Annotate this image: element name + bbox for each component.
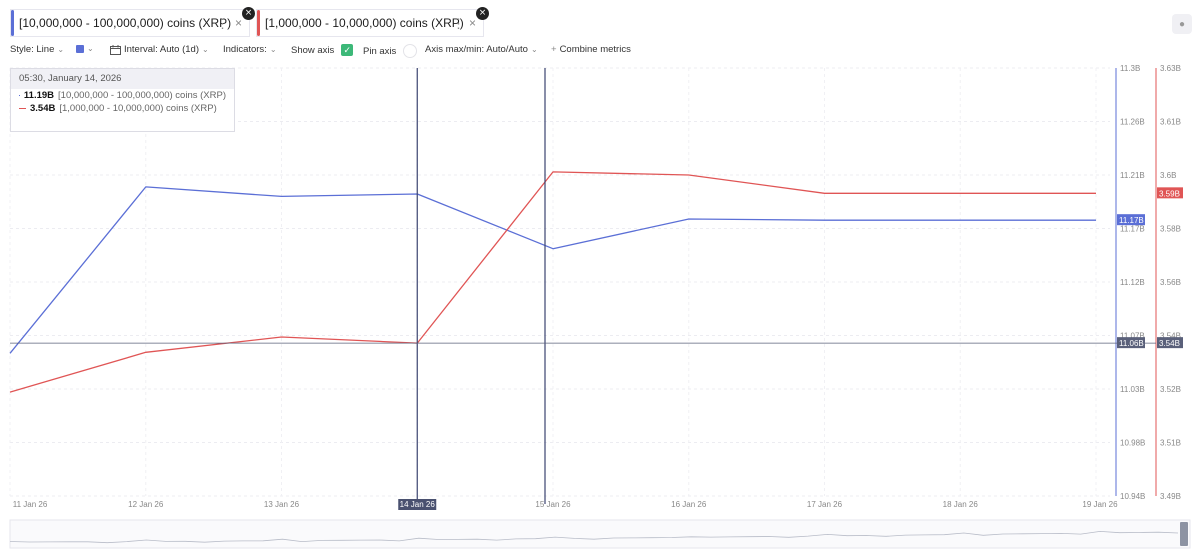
pin-axis-checkbox[interactable] bbox=[403, 44, 418, 58]
metric-label: [1,000,000 - 10,000,000) coins (XRP) bbox=[265, 16, 464, 30]
grid bbox=[9, 67, 1110, 497]
x-tick-label: 15 Jan 26 bbox=[535, 500, 571, 509]
navigator-track bbox=[9, 519, 1191, 549]
x-tick-label-highlighted: 14 Jan 26 bbox=[400, 500, 436, 509]
y-right-tick-label: 3.54B bbox=[1160, 332, 1181, 341]
x-tick-label: 19 Jan 26 bbox=[1082, 500, 1118, 509]
combine-metrics-label: Combine metrics bbox=[559, 44, 631, 55]
y-left-tick-label: 10.98B bbox=[1120, 439, 1145, 448]
chevron-down-icon: ⌄ bbox=[269, 45, 277, 54]
x-tick-label: 18 Jan 26 bbox=[943, 500, 979, 509]
indicators-label: Indicators: bbox=[223, 44, 267, 55]
style-label: Style: Line bbox=[10, 44, 55, 55]
color-dropdown[interactable]: ⌄ bbox=[76, 44, 94, 53]
checkbox-checked-icon[interactable]: ✓ bbox=[341, 44, 354, 56]
x-tick-label: 11 Jan 26 bbox=[13, 500, 48, 509]
x-tick-label: 16 Jan 26 bbox=[671, 500, 707, 509]
last-value-label-right: 3.59B bbox=[1159, 189, 1180, 198]
crosshair bbox=[10, 68, 1156, 504]
close-icon[interactable]: × bbox=[469, 16, 477, 30]
y-right-tick-label: 3.6B bbox=[1160, 171, 1176, 180]
y-left-tick-label: 11.12B bbox=[1120, 278, 1145, 287]
series-swatch bbox=[19, 107, 26, 110]
crosshair-badge-left bbox=[1117, 337, 1145, 349]
x-tick-label: 13 Jan 26 bbox=[264, 500, 300, 509]
axis-range-dropdown[interactable]: Axis max/min: Auto/Auto ⌄ bbox=[425, 44, 538, 55]
axes bbox=[1115, 68, 1157, 496]
tooltip-value: 11.19B bbox=[23, 90, 55, 101]
x-tick-label: 17 Jan 26 bbox=[807, 500, 843, 509]
tooltip-row: 11.19B [10,000,000 - 100,000,000) coins … bbox=[11, 89, 234, 102]
combine-metrics-button[interactable]: + Combine metrics bbox=[551, 44, 631, 55]
y-left-tick-label: 11.26B bbox=[1120, 118, 1145, 127]
tooltip-date: 05:30, January 14, 2026 bbox=[11, 69, 234, 89]
interval-label: Interval: Auto (1d) bbox=[124, 44, 199, 55]
y-left-tick-label: 11.3B bbox=[1120, 64, 1140, 73]
color-swatch bbox=[76, 44, 84, 53]
last-value-badge-right bbox=[1157, 187, 1183, 199]
settings-icon[interactable]: ● bbox=[1172, 14, 1192, 34]
y-right-tick-label: 3.63B bbox=[1160, 64, 1181, 73]
tooltip-series-name: [1,000,000 - 10,000,000) coins (XRP) bbox=[59, 103, 217, 114]
indicators-dropdown[interactable]: Indicators: ⌄ bbox=[223, 44, 277, 55]
x-highlight-badge bbox=[398, 499, 437, 510]
x-axis-labels: 11 Jan 26 12 Jan 26 13 Jan 26 14 Jan 26 15 J… bbox=[13, 499, 1118, 510]
series-swatch bbox=[19, 94, 20, 97]
y-left-tick-label: 11.07B bbox=[1120, 332, 1145, 341]
close-icon[interactable]: × bbox=[235, 16, 243, 30]
metric-color-bar bbox=[11, 10, 14, 36]
crosshair-value-right: 3.54B bbox=[1159, 339, 1180, 348]
y-right-tick-label: 3.52B bbox=[1160, 385, 1181, 394]
last-value-label-left: 11.17B bbox=[1119, 216, 1144, 225]
calendar-icon bbox=[110, 44, 121, 55]
navigator-line bbox=[9, 530, 1179, 544]
more-options-icon[interactable]: ⋮ bbox=[216, 16, 229, 31]
interval-dropdown[interactable]: Interval: Auto (1d) ⌄ bbox=[110, 44, 209, 55]
series-line-1 bbox=[9, 186, 1096, 354]
crosshair-value-left: 11.06B bbox=[1119, 339, 1144, 348]
remove-metric-icon[interactable]: × bbox=[476, 7, 489, 20]
tooltip-value: 3.54B bbox=[30, 103, 56, 114]
y-left-tick-label: 11.03B bbox=[1120, 385, 1145, 394]
series-line-2 bbox=[9, 171, 1096, 393]
axis-range-label: Axis max/min: Auto/Auto bbox=[425, 44, 528, 55]
last-value-badge-left bbox=[1117, 214, 1145, 226]
chevron-down-icon: ⌄ bbox=[57, 45, 65, 54]
y-right-tick-label: 3.49B bbox=[1160, 492, 1181, 501]
metric-label: [10,000,000 - 100,000,000) coins (XRP) bbox=[19, 16, 232, 30]
pin-axis-label: Pin axis bbox=[363, 45, 397, 57]
y-right-tick-label: 3.51B bbox=[1160, 439, 1181, 448]
navigator-handle bbox=[1180, 522, 1188, 546]
crosshair-tooltip: 05:30, January 14, 2026 11.19B [10,000,0… bbox=[10, 68, 235, 132]
chevron-down-icon: ⌄ bbox=[530, 45, 538, 54]
show-axis-toggle[interactable]: Show axis ✓ bbox=[291, 44, 354, 56]
y-right-tick-label: 3.56B bbox=[1160, 278, 1181, 287]
navigator[interactable] bbox=[9, 519, 1191, 549]
remove-metric-icon[interactable]: × bbox=[242, 7, 255, 20]
show-axis-label: Show axis bbox=[291, 44, 335, 56]
y-right-tick-label: 3.61B bbox=[1160, 118, 1181, 127]
y-right-tick-label: 3.58B bbox=[1160, 225, 1181, 234]
more-options-icon[interactable]: ⋮ bbox=[452, 16, 465, 31]
y-axis-labels: 11.3B 11.26B 11.21B 11.17B 11.12B 11.07B 11.03… bbox=[1117, 64, 1183, 501]
crosshair-badge-right bbox=[1157, 337, 1183, 349]
metric-color-bar bbox=[257, 10, 260, 36]
pin-axis-toggle[interactable]: Pin axis bbox=[363, 44, 418, 58]
series-lines bbox=[9, 171, 1097, 393]
y-left-tick-label: 10.94B bbox=[1120, 492, 1145, 501]
x-tick-label: 12 Jan 26 bbox=[128, 500, 164, 509]
tooltip-series-name: [10,000,000 - 100,000,000) coins (XRP) bbox=[58, 90, 226, 101]
y-left-tick-label: 11.17B bbox=[1120, 225, 1145, 234]
tooltip-row: 3.54B [1,000,000 - 10,000,000) coins (XR… bbox=[11, 102, 234, 115]
style-dropdown[interactable]: Style: Line ⌄ bbox=[10, 44, 64, 55]
chevron-down-icon: ⌄ bbox=[201, 45, 209, 54]
y-left-tick-label: 11.21B bbox=[1120, 171, 1145, 180]
chevron-down-icon: ⌄ bbox=[87, 44, 94, 53]
plus-icon: + bbox=[551, 44, 557, 55]
metric-tab-2[interactable]: [1,000,000 - 10,000,000) coins (XRP) ⋮ × bbox=[256, 9, 484, 37]
metric-tab-1[interactable]: [10,000,000 - 100,000,000) coins (XRP) ⋮… bbox=[10, 9, 250, 37]
